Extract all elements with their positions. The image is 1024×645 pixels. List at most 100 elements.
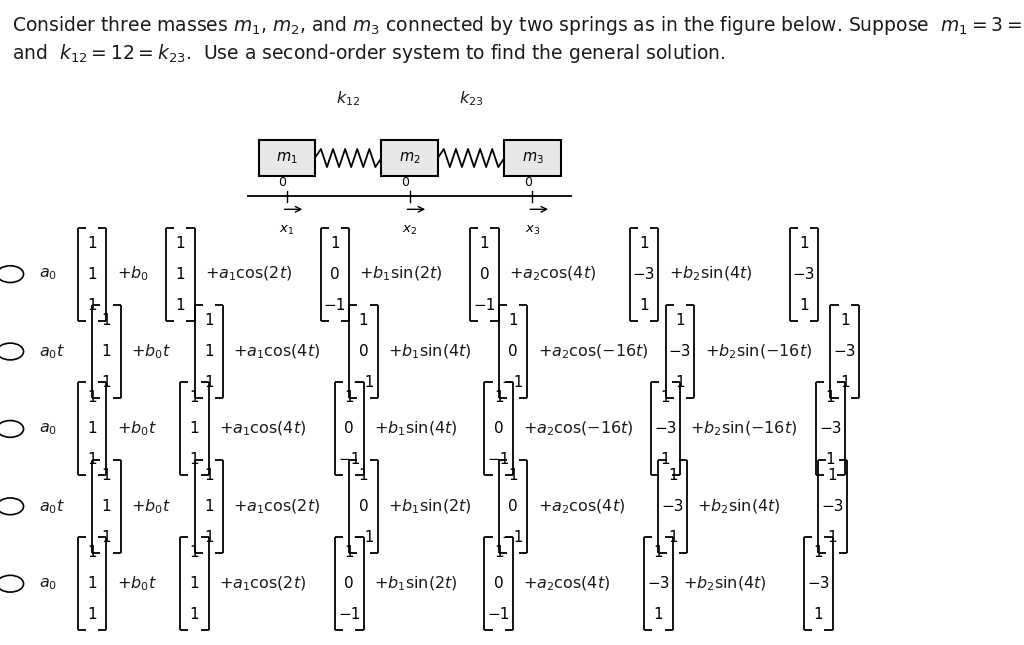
Text: 1: 1 (101, 313, 112, 328)
Text: $+ b_0 t$: $+ b_0 t$ (131, 342, 171, 361)
Text: 1: 1 (87, 607, 97, 622)
Text: 1: 1 (358, 313, 369, 328)
Text: 1: 1 (675, 375, 685, 390)
Text: 0: 0 (508, 499, 518, 514)
Text: 1: 1 (87, 452, 97, 468)
Text: 1: 1 (175, 297, 185, 313)
Text: 0: 0 (358, 499, 369, 514)
Text: 1: 1 (660, 452, 671, 468)
Text: $+ b_2 \sin(4t)$: $+ b_2 \sin(4t)$ (683, 575, 767, 593)
Text: $a_0$: $a_0$ (39, 421, 57, 437)
Text: 0: 0 (494, 421, 504, 437)
Text: 1: 1 (825, 390, 836, 406)
Text: 1: 1 (358, 468, 369, 483)
Text: 1: 1 (101, 530, 112, 545)
Text: −3: −3 (669, 344, 691, 359)
Text: 0: 0 (344, 421, 354, 437)
Text: 1: 1 (189, 390, 200, 406)
Text: −3: −3 (633, 266, 655, 282)
Text: 1: 1 (175, 266, 185, 282)
Text: 1: 1 (87, 576, 97, 591)
Text: $a_0 t$: $a_0 t$ (39, 497, 66, 515)
Text: 1: 1 (189, 452, 200, 468)
Text: 1: 1 (827, 530, 838, 545)
Text: $+ a_2 \cos(4t)$: $+ a_2 \cos(4t)$ (523, 575, 610, 593)
Text: 1: 1 (639, 235, 649, 251)
Text: −3: −3 (821, 499, 844, 514)
Text: $+ a_1 \cos(4t)$: $+ a_1 \cos(4t)$ (233, 342, 321, 361)
Text: −1: −1 (352, 375, 375, 390)
Text: $+ b_2 \sin(4t)$: $+ b_2 \sin(4t)$ (697, 497, 781, 515)
Text: −3: −3 (819, 421, 842, 437)
Text: 1: 1 (204, 468, 214, 483)
Text: 1: 1 (87, 390, 97, 406)
Text: 1: 1 (827, 468, 838, 483)
Text: 0: 0 (330, 266, 340, 282)
Text: 1: 1 (189, 607, 200, 622)
Text: 0: 0 (494, 576, 504, 591)
Text: −1: −1 (502, 530, 524, 545)
Text: $x_1$: $x_1$ (280, 224, 294, 237)
Text: $a_0$: $a_0$ (39, 576, 57, 591)
Text: $+ b_0 t$: $+ b_0 t$ (131, 497, 171, 515)
Text: $k_{23}$: $k_{23}$ (459, 90, 483, 108)
Text: 1: 1 (204, 375, 214, 390)
Text: 1: 1 (175, 235, 185, 251)
Text: −3: −3 (647, 576, 670, 591)
Text: −3: −3 (662, 499, 684, 514)
Text: 1: 1 (87, 545, 97, 561)
Text: 1: 1 (508, 468, 518, 483)
Text: 1: 1 (87, 235, 97, 251)
Text: $+ b_1 \sin(4t)$: $+ b_1 \sin(4t)$ (388, 342, 472, 361)
Text: −3: −3 (654, 421, 677, 437)
Text: 1: 1 (840, 313, 850, 328)
Text: $a_0 t$: $a_0 t$ (39, 342, 66, 361)
Text: $+ b_1 \sin(4t)$: $+ b_1 \sin(4t)$ (374, 420, 458, 438)
Text: 1: 1 (675, 313, 685, 328)
Text: $+ b_2 \sin(4t)$: $+ b_2 \sin(4t)$ (669, 265, 753, 283)
Text: 0: 0 (401, 176, 410, 190)
Text: $m_2$: $m_2$ (398, 150, 421, 166)
Text: 1: 1 (508, 313, 518, 328)
Text: $m_3$: $m_3$ (521, 150, 544, 166)
Text: $+ a_2 \cos(-16t)$: $+ a_2 \cos(-16t)$ (523, 420, 634, 438)
Text: −1: −1 (487, 607, 510, 622)
Text: $+ a_1 \cos(2t)$: $+ a_1 \cos(2t)$ (219, 575, 306, 593)
Text: $+ b_1 \sin(2t)$: $+ b_1 \sin(2t)$ (388, 497, 472, 515)
Text: 1: 1 (101, 468, 112, 483)
Text: −1: −1 (338, 607, 360, 622)
Text: $+ b_0 t$: $+ b_0 t$ (117, 420, 157, 438)
Text: −1: −1 (352, 530, 375, 545)
Text: 1: 1 (479, 235, 489, 251)
Text: −1: −1 (487, 452, 510, 468)
Text: 1: 1 (204, 499, 214, 514)
Text: $+ a_1 \cos(4t)$: $+ a_1 \cos(4t)$ (219, 420, 306, 438)
Text: 0: 0 (508, 344, 518, 359)
Text: Consider three masses $m_1$, $m_2$, and $m_3$ connected by two springs as in the: Consider three masses $m_1$, $m_2$, and … (12, 14, 1024, 37)
Text: 1: 1 (344, 545, 354, 561)
Text: −1: −1 (338, 452, 360, 468)
Text: −3: −3 (834, 344, 856, 359)
Text: 1: 1 (204, 313, 214, 328)
Text: 0: 0 (358, 344, 369, 359)
Text: 1: 1 (189, 421, 200, 437)
Text: 1: 1 (344, 390, 354, 406)
Text: $+ a_2 \cos(4t)$: $+ a_2 \cos(4t)$ (538, 497, 625, 515)
Text: 1: 1 (204, 530, 214, 545)
Text: 0: 0 (524, 176, 532, 190)
Text: $+ a_1 \cos(2t)$: $+ a_1 \cos(2t)$ (205, 265, 292, 283)
Text: $k_{12}$: $k_{12}$ (336, 90, 360, 108)
Text: −1: −1 (473, 297, 496, 313)
Text: −1: −1 (324, 297, 346, 313)
Text: 1: 1 (799, 297, 809, 313)
Text: $+ a_2 \cos(-16t)$: $+ a_2 \cos(-16t)$ (538, 342, 648, 361)
Text: 1: 1 (494, 390, 504, 406)
Text: $+ b_0$: $+ b_0$ (117, 265, 148, 283)
Text: 1: 1 (813, 545, 823, 561)
Text: 1: 1 (87, 421, 97, 437)
Text: 1: 1 (653, 545, 664, 561)
Text: $m_1$: $m_1$ (275, 150, 298, 166)
Text: 0: 0 (279, 176, 287, 190)
Text: 1: 1 (87, 297, 97, 313)
Text: −3: −3 (807, 576, 829, 591)
